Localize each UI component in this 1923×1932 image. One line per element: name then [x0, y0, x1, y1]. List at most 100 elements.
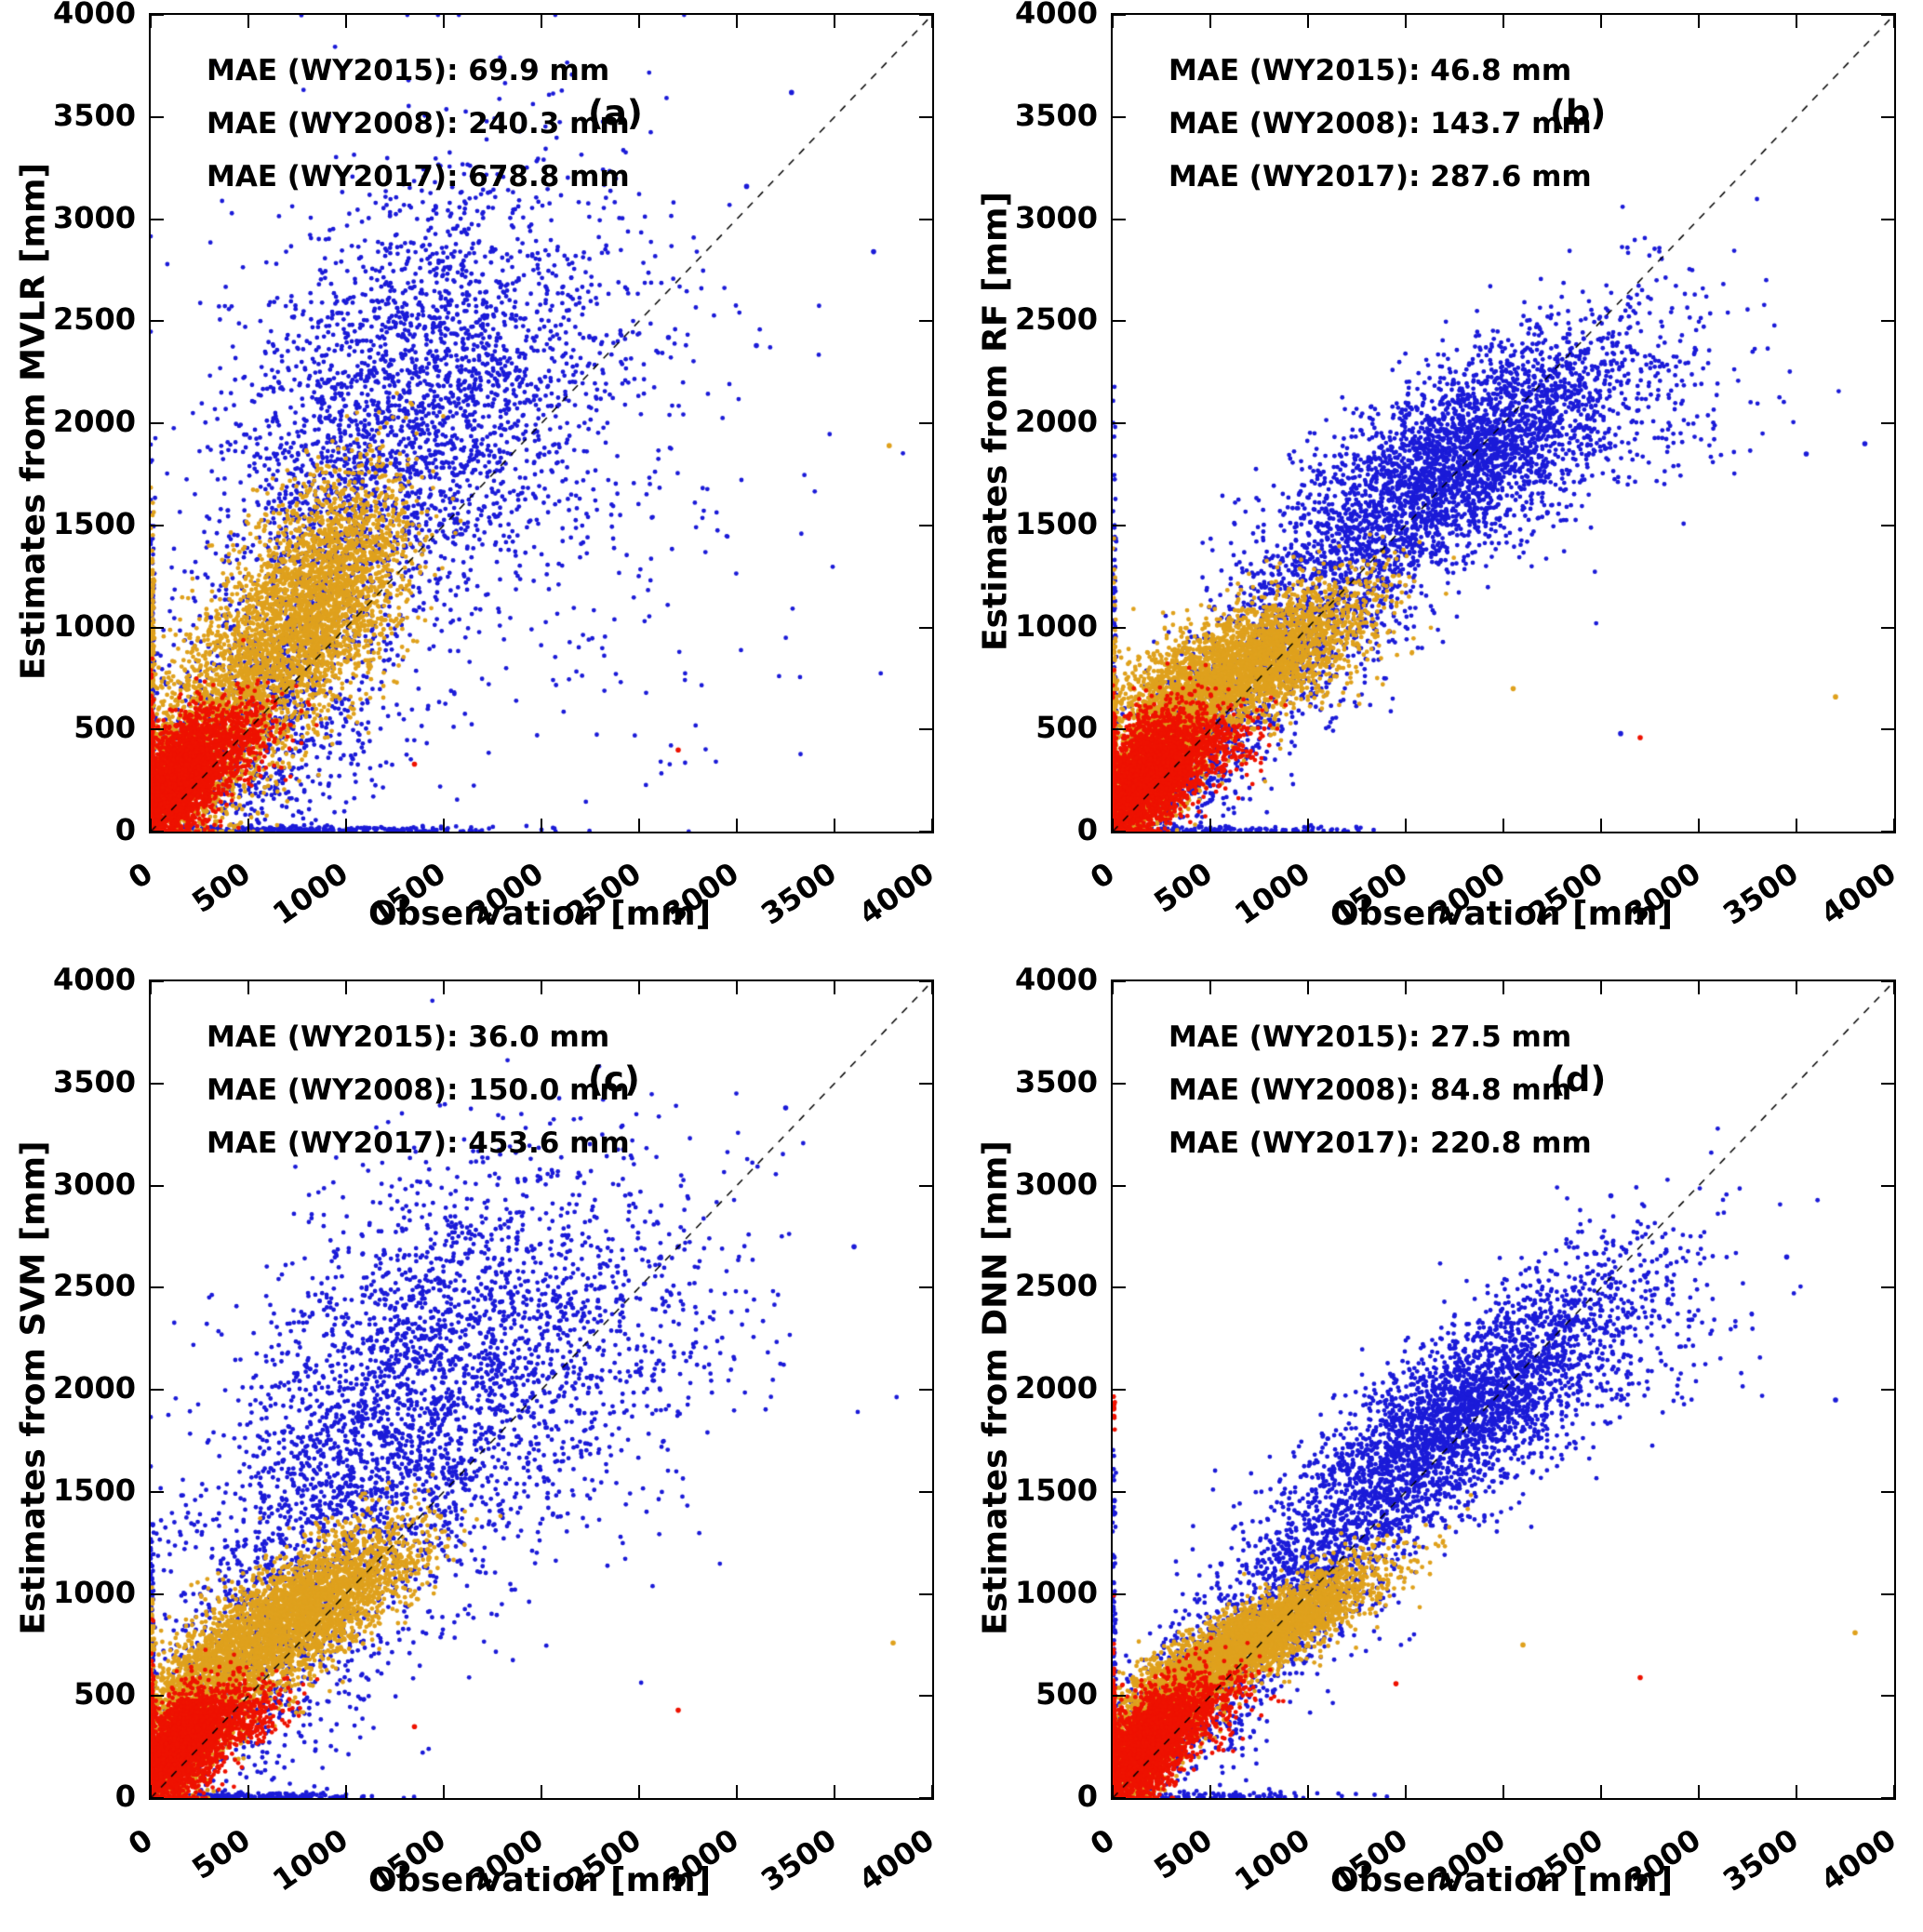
tick-mark	[1113, 1490, 1126, 1493]
tick-mark	[919, 1082, 932, 1085]
mae-line: MAE (WY2017): 287.6 mm	[1168, 160, 1592, 193]
tick-mark	[1881, 320, 1894, 323]
tick-mark	[1209, 819, 1211, 832]
y-tick-label: 3500	[52, 97, 136, 133]
tick-mark	[247, 981, 249, 994]
tick-mark	[1881, 831, 1894, 833]
panel-b: Estimates from RF [mm] MAE (WY2015): 46.…	[962, 0, 1923, 966]
tick-mark	[1796, 15, 1797, 28]
y-tick-label: 2500	[52, 301, 136, 338]
tick-mark	[1881, 980, 1894, 982]
y-tick-label: 1500	[1014, 505, 1098, 541]
mae-line: MAE (WY2015): 27.5 mm	[1168, 1020, 1572, 1054]
tick-mark	[1698, 819, 1700, 832]
tick-mark	[1881, 1695, 1894, 1698]
tick-mark	[1796, 1785, 1797, 1798]
tick-mark	[1112, 1785, 1114, 1798]
y-tick-label: 500	[73, 710, 136, 746]
y-tick-label: 500	[1035, 710, 1098, 746]
tick-mark	[150, 15, 152, 28]
tick-mark	[247, 1785, 249, 1798]
tick-mark	[1600, 981, 1602, 994]
tick-mark	[919, 1797, 932, 1799]
scatter-canvas	[1113, 981, 1894, 1798]
tick-mark	[919, 115, 932, 118]
tick-mark	[1881, 626, 1894, 629]
y-tick-label: 2000	[1014, 1370, 1098, 1406]
tick-mark	[919, 980, 932, 982]
tick-mark	[1113, 14, 1126, 16]
tick-mark	[1881, 14, 1894, 16]
tick-mark	[1307, 981, 1309, 994]
y-tick-label: 3500	[1014, 97, 1098, 133]
tick-mark	[919, 728, 932, 731]
tick-mark	[151, 626, 164, 629]
tick-mark	[919, 1592, 932, 1595]
tick-mark	[1113, 218, 1126, 220]
mae-line: MAE (WY2017): 678.8 mm	[207, 160, 630, 193]
plot-area	[1111, 979, 1896, 1800]
tick-mark	[834, 1785, 835, 1798]
tick-mark	[1698, 1785, 1700, 1798]
mae-line: MAE (WY2008): 84.8 mm	[1168, 1073, 1572, 1107]
tick-mark	[1307, 1785, 1309, 1798]
tick-mark	[931, 819, 933, 832]
tick-mark	[638, 819, 640, 832]
y-tick-label: 2000	[1014, 404, 1098, 439]
tick-mark	[1113, 115, 1126, 118]
tick-mark	[1600, 15, 1602, 28]
tick-mark	[151, 1389, 164, 1391]
mae-line: MAE (WY2015): 36.0 mm	[207, 1020, 610, 1054]
plot-area	[149, 13, 934, 833]
tick-mark	[1881, 1389, 1894, 1391]
tick-mark	[151, 728, 164, 731]
y-tick-label: 3000	[52, 199, 136, 235]
tick-mark	[736, 981, 738, 994]
mae-line: MAE (WY2008): 143.7 mm	[1168, 107, 1592, 140]
tick-mark	[1881, 1592, 1894, 1595]
tick-mark	[541, 15, 542, 28]
panel-a: Estimates from MVLR [mm] MAE (WY2015): 6…	[0, 0, 961, 966]
x-tick-label: 0	[121, 1821, 159, 1863]
tick-mark	[919, 422, 932, 424]
tick-mark	[1405, 15, 1407, 28]
y-tick-label: 1500	[52, 505, 136, 541]
y-tick-label: 1000	[1014, 1574, 1098, 1610]
tick-mark	[150, 981, 152, 994]
tick-mark	[1113, 320, 1126, 323]
tick-mark	[1698, 15, 1700, 28]
tick-mark	[345, 819, 347, 832]
tick-mark	[151, 831, 164, 833]
tick-mark	[345, 1785, 347, 1798]
mae-annotation: MAE (WY2015): 69.9 mm MAE (WY2008): 240.…	[207, 45, 630, 204]
tick-mark	[919, 524, 932, 526]
tick-mark	[736, 819, 738, 832]
tick-mark	[151, 320, 164, 323]
tick-mark	[1600, 819, 1602, 832]
tick-mark	[1307, 819, 1309, 832]
tick-mark	[638, 981, 640, 994]
tick-mark	[1893, 819, 1895, 832]
mae-annotation: MAE (WY2015): 46.8 mm MAE (WY2008): 143.…	[1168, 45, 1592, 204]
tick-mark	[1112, 981, 1114, 994]
tick-mark	[1209, 981, 1211, 994]
mae-line: MAE (WY2017): 220.8 mm	[1168, 1126, 1592, 1160]
tick-mark	[919, 218, 932, 220]
y-tick-label: 500	[73, 1676, 136, 1712]
y-tick-label: 0	[114, 1779, 136, 1814]
panel-d: Estimates from DNN [mm] MAE (WY2015): 27…	[962, 962, 1923, 1932]
tick-mark	[345, 15, 347, 28]
tick-mark	[1113, 626, 1126, 629]
y-tick-label: 0	[114, 812, 136, 847]
scatter-canvas	[151, 981, 932, 1798]
tick-mark	[1113, 1695, 1126, 1698]
tick-mark	[919, 831, 932, 833]
y-tick-label: 2500	[1014, 1268, 1098, 1304]
tick-mark	[1502, 981, 1504, 994]
tick-mark	[1893, 15, 1895, 28]
tick-mark	[834, 15, 835, 28]
mae-line: MAE (WY2015): 46.8 mm	[1168, 54, 1572, 87]
tick-mark	[1698, 981, 1700, 994]
tick-mark	[151, 980, 164, 982]
tick-mark	[1881, 218, 1894, 220]
